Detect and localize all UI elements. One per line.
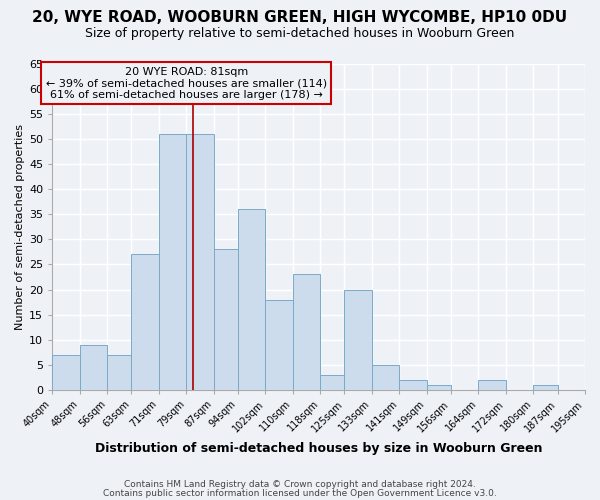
Text: 20, WYE ROAD, WOOBURN GREEN, HIGH WYCOMBE, HP10 0DU: 20, WYE ROAD, WOOBURN GREEN, HIGH WYCOMB… <box>32 10 568 25</box>
Text: Contains HM Land Registry data © Crown copyright and database right 2024.: Contains HM Land Registry data © Crown c… <box>124 480 476 489</box>
Bar <box>238 210 265 390</box>
Text: Size of property relative to semi-detached houses in Wooburn Green: Size of property relative to semi-detach… <box>85 28 515 40</box>
Bar <box>159 134 187 390</box>
Bar <box>214 250 238 390</box>
Bar <box>320 374 344 390</box>
Bar <box>427 384 451 390</box>
Y-axis label: Number of semi-detached properties: Number of semi-detached properties <box>15 124 25 330</box>
X-axis label: Distribution of semi-detached houses by size in Wooburn Green: Distribution of semi-detached houses by … <box>95 442 542 455</box>
Bar <box>478 380 506 390</box>
Bar <box>372 364 400 390</box>
Bar <box>533 384 557 390</box>
Bar <box>131 254 159 390</box>
Bar <box>187 134 214 390</box>
Bar <box>107 354 131 390</box>
Bar <box>344 290 372 390</box>
Bar <box>80 344 107 390</box>
Text: 20 WYE ROAD: 81sqm
← 39% of semi-detached houses are smaller (114)
61% of semi-d: 20 WYE ROAD: 81sqm ← 39% of semi-detache… <box>46 66 327 100</box>
Bar <box>400 380 427 390</box>
Bar <box>52 354 80 390</box>
Text: Contains public sector information licensed under the Open Government Licence v3: Contains public sector information licen… <box>103 488 497 498</box>
Bar <box>293 274 320 390</box>
Bar <box>265 300 293 390</box>
